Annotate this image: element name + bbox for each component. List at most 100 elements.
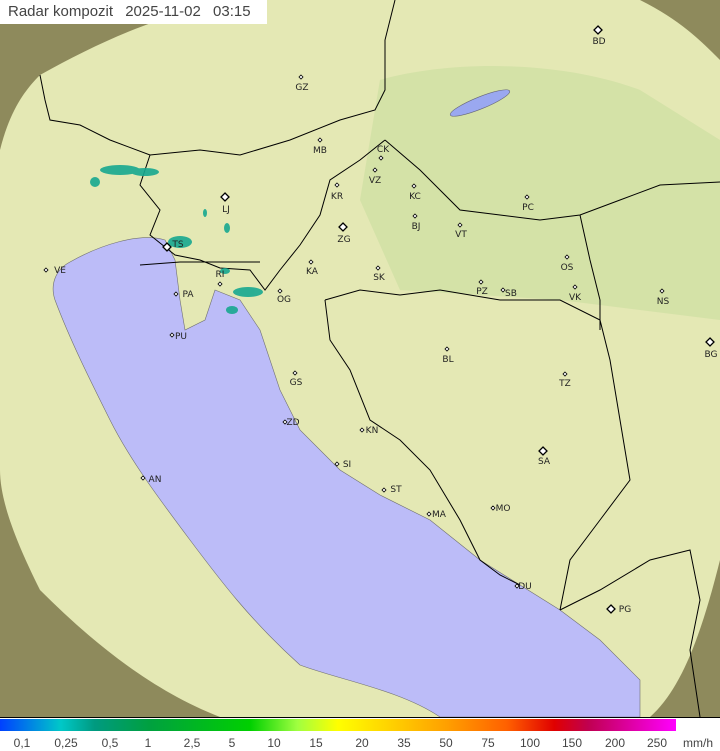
city-marker-icon xyxy=(457,222,463,228)
city-marker-icon xyxy=(381,487,387,493)
city-marker-icon xyxy=(562,371,568,377)
city-marker-icon xyxy=(606,604,616,614)
city-label: KN xyxy=(366,426,379,436)
city-marker-icon xyxy=(162,242,172,252)
city-label: ST xyxy=(390,485,402,495)
city-label: VE xyxy=(54,266,66,276)
city-marker-icon xyxy=(140,475,146,481)
city-marker-icon xyxy=(659,288,665,294)
city-marker-icon xyxy=(426,511,432,517)
city-marker-icon xyxy=(564,254,570,260)
city-markers: GZ MB CK VZ KR KC PC BD LJ ZG BJ VT OS KA SK VK NS PZ SB PA… xyxy=(43,25,718,615)
city-label: PZ xyxy=(476,287,488,297)
radar-map[interactable]: GZ MB CK VZ KR KC PC BD LJ ZG BJ VT OS KA SK VK NS PZ SB PA… xyxy=(0,0,720,718)
city-marker-icon xyxy=(514,583,520,589)
city-marker-icon xyxy=(478,279,484,285)
legend-tick: 0,1 xyxy=(13,736,31,750)
adriatic-sea xyxy=(52,237,641,717)
city-label: KR xyxy=(331,192,343,202)
city-marker-icon xyxy=(292,370,298,376)
title-time: 03:15 xyxy=(213,3,251,20)
city-marker-icon xyxy=(444,346,450,352)
legend-tick: 100 xyxy=(519,736,541,750)
legend-tick: 35 xyxy=(397,736,411,750)
city-label: SA xyxy=(538,457,551,467)
city-label: SK xyxy=(373,273,386,283)
legend-tick: 5 xyxy=(228,736,236,750)
city-label: MO xyxy=(496,504,511,514)
legend-tick: 10 xyxy=(267,736,281,750)
map-title: Radar kompozit 2025-11-02 03:15 xyxy=(0,0,267,24)
city-label: OG xyxy=(277,295,291,305)
city-marker-icon xyxy=(334,461,340,467)
precipitation-color-scale xyxy=(0,719,676,731)
legend-tick: 1 xyxy=(144,736,152,750)
city-marker-icon xyxy=(593,25,603,35)
city-label: AN xyxy=(149,475,162,485)
city-label: BJ xyxy=(412,222,421,232)
legend-tick: 75 xyxy=(481,736,495,750)
city-marker-icon xyxy=(572,284,578,290)
title-text: Radar kompozit xyxy=(8,3,114,20)
city-marker-icon xyxy=(538,446,548,456)
legend-tick: 0,5 xyxy=(101,736,119,750)
city-label: RI xyxy=(216,270,225,280)
city-label: KC xyxy=(409,192,421,202)
city-label: TS xyxy=(171,240,183,250)
green-lowland xyxy=(360,66,720,320)
city-marker-icon xyxy=(375,265,381,271)
city-marker-icon xyxy=(412,213,418,219)
legend-tick: 50 xyxy=(439,736,453,750)
city-marker-icon xyxy=(282,419,288,425)
city-marker-icon xyxy=(217,281,223,287)
city-label: ZG xyxy=(337,235,350,245)
city-label: LJ xyxy=(222,205,230,215)
precipitation-echoes xyxy=(90,165,263,314)
city-label: GS xyxy=(290,378,303,388)
city-label: DU xyxy=(518,582,532,592)
city-label: TZ xyxy=(558,379,571,389)
city-label: MA xyxy=(432,510,447,520)
city-marker-icon xyxy=(490,505,496,511)
city-marker-icon xyxy=(524,194,530,200)
city-label: PG xyxy=(619,605,631,615)
city-label: PA xyxy=(182,290,194,300)
legend-tick: 20 xyxy=(355,736,369,750)
city-label: MB xyxy=(313,146,327,156)
city-marker-icon xyxy=(338,222,348,232)
city-marker-icon xyxy=(411,183,417,189)
city-marker-icon xyxy=(378,155,384,161)
legend-tick: 150 xyxy=(561,736,583,750)
legend-tick: 200 xyxy=(604,736,626,750)
city-marker-icon xyxy=(298,74,304,80)
city-label: BG xyxy=(705,350,718,360)
legend-unit: mm/h xyxy=(683,736,713,750)
city-marker-icon xyxy=(169,332,175,338)
city-label: ZD xyxy=(286,418,299,428)
city-label: NS xyxy=(657,297,670,307)
city-marker-icon xyxy=(500,287,506,293)
lake-balaton xyxy=(449,89,511,117)
city-marker-icon xyxy=(359,427,365,433)
city-label: VK xyxy=(569,293,582,303)
city-marker-icon xyxy=(308,259,314,265)
city-marker-icon xyxy=(277,288,283,294)
legend-tick: 2,5 xyxy=(183,736,201,750)
legend-tick: 250 xyxy=(646,736,668,750)
city-marker-icon xyxy=(334,182,340,188)
city-label: BD xyxy=(592,37,605,47)
city-marker-icon xyxy=(220,192,230,202)
legend-tick: 15 xyxy=(309,736,323,750)
city-label: SB xyxy=(505,289,517,299)
country-borders xyxy=(39,0,720,717)
legend-tick: 0,25 xyxy=(54,736,78,750)
city-marker-icon xyxy=(705,337,715,347)
title-date: 2025-11-02 xyxy=(125,3,201,20)
city-label: BL xyxy=(442,355,453,365)
city-label: PC xyxy=(522,203,534,213)
city-marker-icon xyxy=(43,267,49,273)
city-label: VZ xyxy=(369,176,381,186)
city-label: CK xyxy=(377,145,390,155)
city-marker-icon xyxy=(317,137,323,143)
city-label: GZ xyxy=(295,83,308,93)
